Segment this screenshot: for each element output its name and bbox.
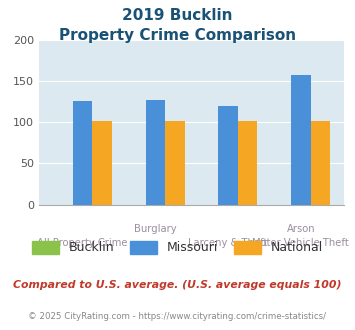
Text: © 2025 CityRating.com - https://www.cityrating.com/crime-statistics/: © 2025 CityRating.com - https://www.city… [28, 312, 327, 321]
Bar [92, 121, 112, 205]
Text: Property Crime Comparison: Property Crime Comparison [59, 28, 296, 43]
Bar [291, 75, 311, 205]
Text: Compared to U.S. average. (U.S. average equals 100): Compared to U.S. average. (U.S. average … [13, 280, 342, 290]
Text: All Property Crime: All Property Crime [37, 238, 128, 248]
Text: 2019 Bucklin: 2019 Bucklin [122, 8, 233, 23]
Bar [165, 121, 185, 205]
Text: Burglary: Burglary [134, 224, 177, 234]
Text: Motor Vehicle Theft: Motor Vehicle Theft [252, 238, 349, 248]
Legend: Bucklin, Missouri, National: Bucklin, Missouri, National [25, 234, 330, 261]
Bar [73, 102, 92, 205]
Bar [311, 121, 330, 205]
Text: Arson: Arson [286, 224, 315, 234]
Bar [218, 106, 238, 205]
Text: Larceny & Theft: Larceny & Theft [189, 238, 268, 248]
Bar [238, 121, 257, 205]
Bar [146, 100, 165, 205]
